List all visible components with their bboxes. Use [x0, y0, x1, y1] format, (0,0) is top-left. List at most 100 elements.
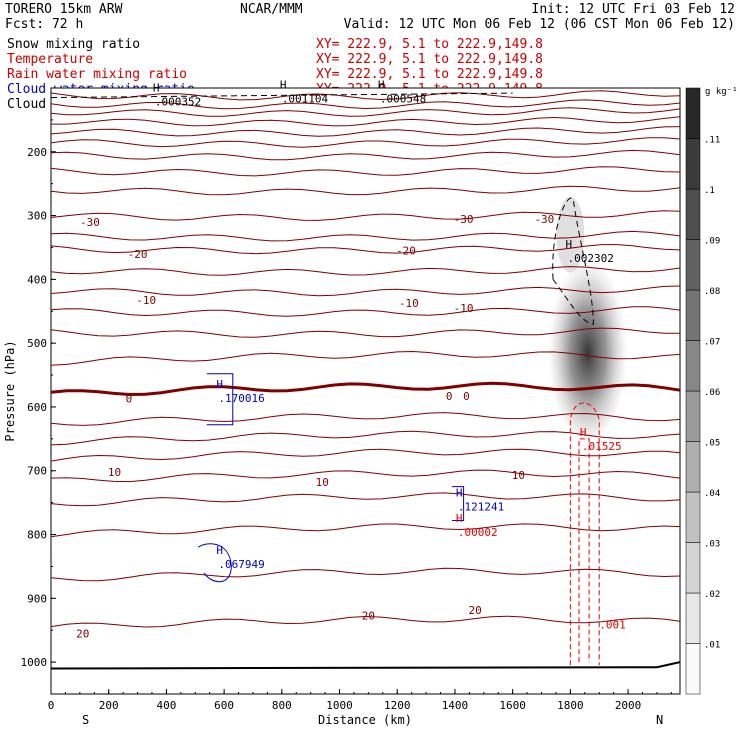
temperature-contour — [50, 266, 681, 276]
x-tick-label: 1200 — [384, 699, 411, 712]
extremum-marker: H — [280, 78, 287, 91]
temperature-contour — [50, 412, 681, 426]
temperature-contour — [50, 166, 681, 177]
legend-xy: XY= 222.9, 5.1 to 222.9,149.8 — [316, 37, 543, 52]
temperature-label: -30 — [80, 216, 100, 229]
temperature-contour — [50, 137, 681, 148]
valid-time: Valid: 12 UTC Mon 06 Feb 12 (06 CST Mon … — [344, 17, 735, 32]
extremum-marker: H — [456, 487, 463, 500]
y-tick-label: 600 — [27, 401, 47, 414]
extremum-marker: H — [216, 544, 223, 557]
colorbar-tick-label: .09 — [704, 237, 720, 247]
x-tick-label: 2000 — [615, 699, 642, 712]
temperature-contour — [50, 523, 681, 538]
legend-name: Rain water mixing ratio — [7, 67, 187, 82]
colorbar-tick-label: .08 — [704, 287, 720, 297]
temperature-label: -10 — [454, 302, 474, 315]
colorbar-segment — [685, 390, 701, 442]
temperature-contour — [50, 244, 681, 255]
extremum-value: .001 — [599, 619, 626, 632]
extremum-marker: H — [580, 426, 587, 439]
cloud-water-contour — [206, 373, 234, 426]
cloud-ice-core — [547, 248, 628, 439]
temperature-label: 10 — [316, 476, 329, 489]
extremum-marker: H — [153, 82, 160, 95]
temperature-contour — [50, 306, 681, 317]
temperature-contour — [51, 116, 681, 127]
temperature-contour — [50, 185, 681, 196]
extremum-value: .01525 — [582, 440, 622, 453]
colorbar-segment — [685, 592, 701, 644]
temperature-contour — [50, 99, 681, 110]
y-axis-title: Pressure (hPa) — [3, 340, 17, 441]
colorbar-tick-label: .04 — [704, 489, 720, 499]
temperature-contour — [50, 210, 681, 221]
temperature-label: 0 — [126, 393, 133, 406]
ground-line — [50, 661, 681, 670]
legend-xy: XY= 222.9, 5.1 to 222.9,149.8 — [316, 67, 543, 82]
temperature-contour — [50, 285, 681, 297]
temperature-label: 20 — [362, 610, 375, 623]
cloud-water-contour — [452, 486, 465, 521]
extremum-value: .00002 — [458, 526, 498, 539]
temperature-contour — [50, 469, 681, 483]
colorbar-tick-label: .07 — [704, 338, 720, 348]
extrema-labels: H.170016H.121241H.067949H.00002H.01525.0… — [153, 78, 626, 631]
extremum-marker: H — [456, 512, 463, 525]
temperature-contour — [50, 567, 681, 582]
legend-name: Temperature — [7, 52, 93, 67]
colorbar-segment — [685, 239, 701, 291]
colorbar-tick-label: .06 — [704, 388, 720, 398]
temperature-label: 0 — [463, 390, 470, 403]
rain-water-contour — [569, 402, 600, 666]
freezing-level-contour — [50, 381, 681, 397]
temperature-label: -20 — [396, 245, 416, 258]
y-tick-label: 700 — [27, 465, 47, 478]
extremum-value: .000352 — [155, 96, 201, 109]
y-tick-label: 500 — [27, 337, 47, 350]
y-tick-label: 1000 — [21, 656, 48, 669]
temperature-contour — [50, 149, 681, 161]
temperature-label: -20 — [128, 248, 148, 261]
snow-contour — [50, 92, 513, 99]
temperature-contour — [50, 430, 681, 446]
extremum-marker: H — [216, 378, 223, 391]
extremum-marker: H — [378, 78, 385, 91]
x-tick-label: 1800 — [557, 699, 584, 712]
extremum-value: .002302 — [567, 252, 613, 265]
temperature-label: -10 — [399, 297, 419, 310]
temperature-label: 0 — [446, 390, 453, 403]
colorbar-segment — [685, 340, 701, 392]
legend-xy: XY= 222.9, 5.1 to 222.9,149.8 — [316, 52, 543, 67]
mixing-ratio-contours — [50, 92, 600, 666]
colorbar-segment — [685, 491, 701, 543]
org-label: NCAR/MMM — [240, 2, 303, 17]
colorbar-segment — [685, 289, 701, 341]
colorbar-tick-label: .02 — [704, 590, 720, 600]
temperature-contour — [50, 492, 681, 507]
temperature-contour — [50, 327, 680, 338]
x-tick-label: 1400 — [442, 699, 469, 712]
legend-name: Snow mixing ratio — [7, 37, 140, 52]
extremum-value: .000548 — [380, 92, 426, 105]
temperature-contour — [50, 126, 681, 137]
colorbar-unit: g kg⁻¹ — [705, 87, 738, 97]
y-tick-label: 200 — [27, 146, 47, 159]
cloud-ice-contour — [552, 197, 594, 325]
colorbar-tick-label: .1 — [704, 186, 715, 196]
extremum-value: .121241 — [458, 501, 504, 514]
colorbar-segment — [685, 188, 701, 240]
colorbar-tick-label: .01 — [704, 641, 720, 651]
y-tick-label: 800 — [27, 529, 47, 542]
temperature-label: 20 — [469, 604, 482, 617]
colorbar-segment — [685, 441, 701, 493]
temperature-label: 10 — [108, 466, 121, 479]
cloud-water-contour — [197, 543, 232, 583]
colorbar-segment — [685, 138, 701, 190]
north-end-label: N — [656, 713, 663, 727]
axes: 0 200 400 600 800 1000 1200 1400 1600 1800 2000200… — [21, 119, 672, 712]
init-time: Init: 12 UTC Fri 03 Feb 12 — [532, 2, 736, 17]
model-title: TORERO 15km ARW — [5, 2, 123, 17]
